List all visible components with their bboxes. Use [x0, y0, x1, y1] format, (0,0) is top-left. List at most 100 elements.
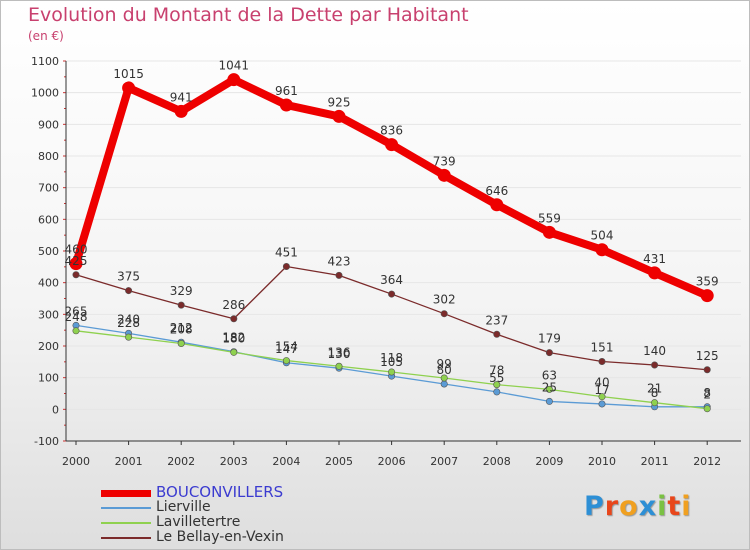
- data-label: 180: [222, 331, 245, 345]
- data-label: 130: [328, 347, 351, 361]
- legend-swatch: [101, 507, 151, 509]
- x-tick-label: 2005: [325, 455, 353, 468]
- x-tick-label: 2012: [693, 455, 721, 468]
- x-tick-label: 2001: [115, 455, 143, 468]
- data-label: 2: [703, 388, 711, 402]
- data-label: 240: [117, 312, 140, 326]
- data-label: 8: [703, 386, 711, 400]
- data-point: [335, 362, 343, 370]
- data-label: 248: [65, 310, 88, 324]
- x-tick-label: 2008: [483, 455, 511, 468]
- data-label: 151: [591, 341, 614, 355]
- data-point: [545, 349, 553, 357]
- data-point: [493, 381, 501, 389]
- data-label: 359: [696, 275, 719, 289]
- data-label: 425: [65, 254, 88, 268]
- data-label: 646: [485, 184, 508, 198]
- chart-unit-label: (en €): [28, 29, 64, 43]
- y-tick-label: 700: [38, 182, 59, 195]
- data-label: 451: [275, 246, 298, 260]
- data-label: 125: [696, 349, 719, 363]
- x-tick-label: 2004: [272, 455, 300, 468]
- data-label: 1015: [113, 67, 144, 81]
- data-point: [542, 225, 556, 239]
- data-point: [648, 266, 662, 280]
- data-label: 147: [275, 342, 298, 356]
- data-point: [125, 333, 133, 341]
- data-label: 286: [222, 298, 245, 312]
- x-tick-label: 2011: [641, 455, 669, 468]
- data-label: 40: [594, 376, 609, 390]
- y-tick-label: 300: [38, 308, 59, 321]
- data-label: 504: [591, 229, 614, 243]
- y-tick-label: 200: [38, 340, 59, 353]
- y-tick-label: 0: [52, 403, 59, 416]
- data-label: 212: [170, 321, 193, 335]
- data-label: 329: [170, 284, 193, 298]
- x-tick-label: 2010: [588, 455, 616, 468]
- data-point: [493, 330, 501, 338]
- data-label: 431: [643, 252, 666, 266]
- data-label: 17: [594, 383, 609, 397]
- data-point: [651, 361, 659, 369]
- data-point: [598, 400, 606, 408]
- y-tick-label: 600: [38, 213, 59, 226]
- data-label: 237: [485, 313, 508, 327]
- data-point: [493, 388, 501, 396]
- data-label: 836: [380, 124, 403, 138]
- data-point: [72, 327, 80, 335]
- data-point: [595, 243, 609, 257]
- data-label: 364: [380, 273, 403, 287]
- data-point: [69, 257, 83, 271]
- data-label: 559: [538, 211, 561, 225]
- data-label: 118: [380, 351, 403, 365]
- data-point: [174, 104, 188, 118]
- data-label: 961: [275, 84, 298, 98]
- data-label: 78: [489, 364, 504, 378]
- legend-label: Lavilletertre: [156, 514, 241, 530]
- y-tick-label: -100: [34, 435, 59, 448]
- y-tick-label: 900: [38, 118, 59, 131]
- data-point: [230, 348, 238, 356]
- x-tick-label: 2009: [535, 455, 563, 468]
- data-label: 179: [538, 332, 561, 346]
- x-tick-label: 2002: [167, 455, 195, 468]
- data-label: 460: [65, 243, 88, 257]
- data-label: 423: [328, 254, 351, 268]
- data-point: [545, 385, 553, 393]
- data-point: [651, 399, 659, 407]
- x-tick-label: 2000: [62, 455, 90, 468]
- data-point: [72, 271, 80, 279]
- data-labels: 460 1015 941 1041 961 925 836 739 646 559 504 431 35…: [65, 59, 719, 402]
- data-point: [700, 289, 714, 303]
- y-tick-label: 100: [38, 372, 59, 385]
- data-label: 265: [65, 304, 88, 318]
- x-tick-label: 2006: [378, 455, 406, 468]
- grid-lines: [66, 60, 741, 442]
- data-label: 182: [222, 331, 245, 345]
- x-tick-label: 2003: [220, 455, 248, 468]
- chart-title: Evolution du Montant de la Dette par Hab…: [28, 4, 469, 26]
- data-point: [125, 287, 133, 295]
- data-label: 80: [437, 363, 452, 377]
- legend-label: Lierville: [156, 499, 211, 515]
- y-tick-label: 1100: [31, 55, 59, 68]
- data-label: 21: [647, 382, 662, 396]
- data-label: 105: [380, 355, 403, 369]
- data-label: 375: [117, 270, 140, 284]
- data-point: [227, 73, 241, 87]
- data-point: [177, 301, 185, 309]
- legend-swatch: [101, 489, 151, 497]
- data-point: [385, 138, 399, 152]
- data-point: [545, 397, 553, 405]
- data-point: [388, 290, 396, 298]
- data-point: [122, 81, 136, 95]
- data-label: 8: [651, 386, 659, 400]
- series-lines: [69, 73, 714, 413]
- legend-swatch: [101, 537, 151, 539]
- data-label: 1041: [219, 59, 250, 73]
- data-label: 140: [643, 344, 666, 358]
- data-point: [279, 98, 293, 112]
